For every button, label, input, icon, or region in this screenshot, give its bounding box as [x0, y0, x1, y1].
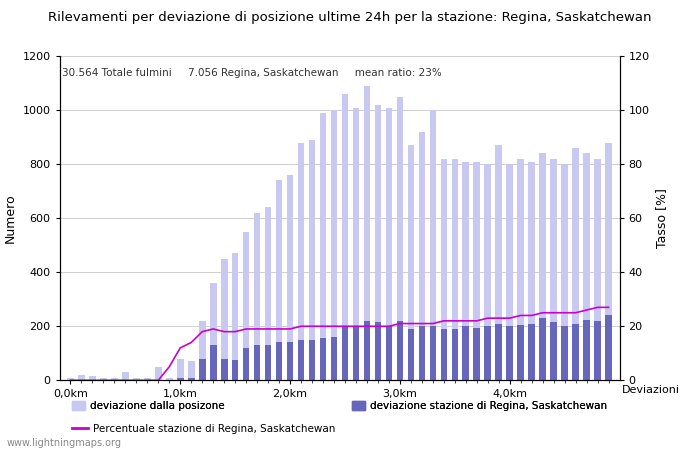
- Bar: [309, 340, 315, 380]
- Bar: [452, 329, 458, 380]
- Bar: [473, 328, 480, 380]
- Bar: [430, 110, 436, 380]
- Bar: [133, 378, 140, 380]
- Bar: [386, 108, 392, 380]
- Bar: [265, 207, 272, 380]
- Bar: [484, 326, 491, 380]
- Bar: [320, 338, 326, 380]
- Bar: [166, 378, 173, 380]
- Bar: [243, 348, 249, 380]
- Bar: [342, 326, 349, 380]
- Bar: [528, 324, 535, 380]
- Bar: [210, 345, 216, 380]
- Y-axis label: Tasso [%]: Tasso [%]: [655, 188, 668, 248]
- Bar: [463, 162, 469, 380]
- Bar: [155, 367, 162, 380]
- Bar: [199, 321, 206, 380]
- Legend: deviazione stazione di Regina, Saskatchewan: deviazione stazione di Regina, Saskatche…: [348, 397, 611, 415]
- Bar: [473, 162, 480, 380]
- Bar: [232, 253, 239, 380]
- Bar: [364, 86, 370, 380]
- Bar: [496, 145, 502, 380]
- Bar: [144, 378, 150, 380]
- Bar: [78, 375, 85, 380]
- Bar: [528, 162, 535, 380]
- Y-axis label: Numero: Numero: [4, 194, 17, 243]
- Bar: [419, 132, 425, 380]
- Bar: [276, 180, 282, 380]
- Bar: [265, 345, 272, 380]
- Bar: [177, 359, 183, 380]
- Bar: [496, 324, 502, 380]
- Bar: [276, 342, 282, 380]
- Bar: [100, 378, 106, 380]
- Bar: [111, 378, 118, 380]
- Bar: [243, 232, 249, 380]
- Bar: [573, 324, 579, 380]
- Bar: [484, 164, 491, 380]
- Bar: [232, 360, 239, 380]
- Bar: [330, 337, 337, 380]
- Bar: [440, 329, 447, 380]
- Bar: [506, 326, 513, 380]
- Bar: [407, 329, 414, 380]
- Bar: [221, 259, 228, 380]
- Bar: [583, 320, 590, 380]
- Legend: deviazione dalla posizone: deviazione dalla posizone: [68, 397, 229, 415]
- Bar: [188, 378, 195, 380]
- Bar: [67, 378, 74, 380]
- Text: Deviazioni: Deviazioni: [622, 385, 680, 395]
- Bar: [353, 108, 359, 380]
- Bar: [254, 345, 260, 380]
- Bar: [199, 359, 206, 380]
- Bar: [550, 322, 557, 380]
- Bar: [594, 321, 601, 380]
- Bar: [188, 361, 195, 380]
- Bar: [419, 326, 425, 380]
- Bar: [452, 159, 458, 380]
- Bar: [221, 359, 228, 380]
- Bar: [463, 326, 469, 380]
- Bar: [397, 321, 403, 380]
- Bar: [561, 164, 568, 380]
- Legend: Percentuale stazione di Regina, Saskatchewan: Percentuale stazione di Regina, Saskatch…: [68, 420, 340, 438]
- Bar: [353, 326, 359, 380]
- Bar: [407, 145, 414, 380]
- Bar: [210, 283, 216, 380]
- Bar: [606, 315, 612, 380]
- Bar: [342, 94, 349, 380]
- Bar: [320, 113, 326, 380]
- Bar: [506, 164, 513, 380]
- Bar: [386, 326, 392, 380]
- Bar: [539, 153, 546, 380]
- Bar: [298, 340, 304, 380]
- Bar: [583, 153, 590, 380]
- Bar: [606, 143, 612, 380]
- Bar: [177, 378, 183, 380]
- Bar: [309, 140, 315, 380]
- Bar: [89, 376, 96, 380]
- Bar: [430, 326, 436, 380]
- Bar: [550, 159, 557, 380]
- Bar: [517, 159, 524, 380]
- Bar: [287, 342, 293, 380]
- Bar: [561, 326, 568, 380]
- Text: 30.564 Totale fulmini     7.056 Regina, Saskatchewan     mean ratio: 23%: 30.564 Totale fulmini 7.056 Regina, Sask…: [62, 68, 442, 77]
- Bar: [374, 105, 382, 380]
- Bar: [287, 175, 293, 380]
- Bar: [539, 318, 546, 380]
- Bar: [122, 372, 129, 380]
- Text: www.lightningmaps.org: www.lightningmaps.org: [7, 438, 122, 448]
- Bar: [254, 213, 260, 380]
- Bar: [298, 143, 304, 380]
- Text: Rilevamenti per deviazione di posizione ultime 24h per la stazione: Regina, Sask: Rilevamenti per deviazione di posizione …: [48, 11, 652, 24]
- Bar: [374, 322, 382, 380]
- Bar: [573, 148, 579, 380]
- Bar: [594, 159, 601, 380]
- Bar: [364, 321, 370, 380]
- Bar: [330, 110, 337, 380]
- Bar: [440, 159, 447, 380]
- Bar: [517, 325, 524, 380]
- Bar: [397, 97, 403, 380]
